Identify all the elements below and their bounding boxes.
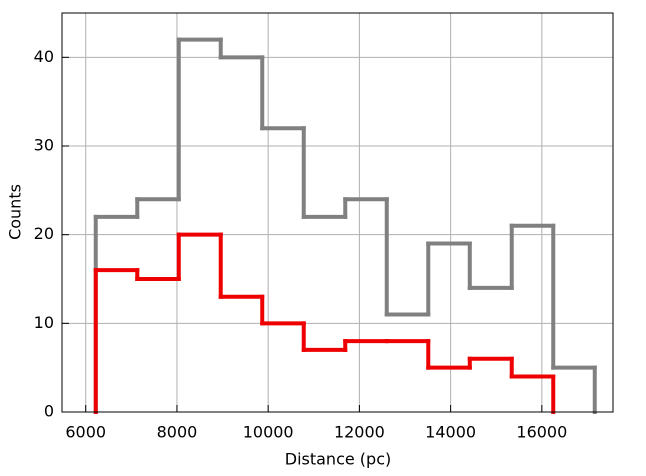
x-axis-label: Distance (pc) [285,450,391,469]
x-tick-label: 14000 [425,423,476,442]
y-tick-label: 10 [34,313,54,332]
x-tick-label: 6000 [65,423,106,442]
x-tick-label: 10000 [243,423,294,442]
y-axis-label: Counts [6,184,25,240]
y-tick-label: 30 [34,136,54,155]
x-tick-label: 16000 [516,423,567,442]
y-tick-label: 20 [34,224,54,243]
x-tick-label: 12000 [334,423,385,442]
plot-frame [61,12,614,413]
y-tick-label: 0 [44,402,54,421]
y-tick-label: 40 [34,47,54,66]
x-tick-label: 8000 [157,423,198,442]
